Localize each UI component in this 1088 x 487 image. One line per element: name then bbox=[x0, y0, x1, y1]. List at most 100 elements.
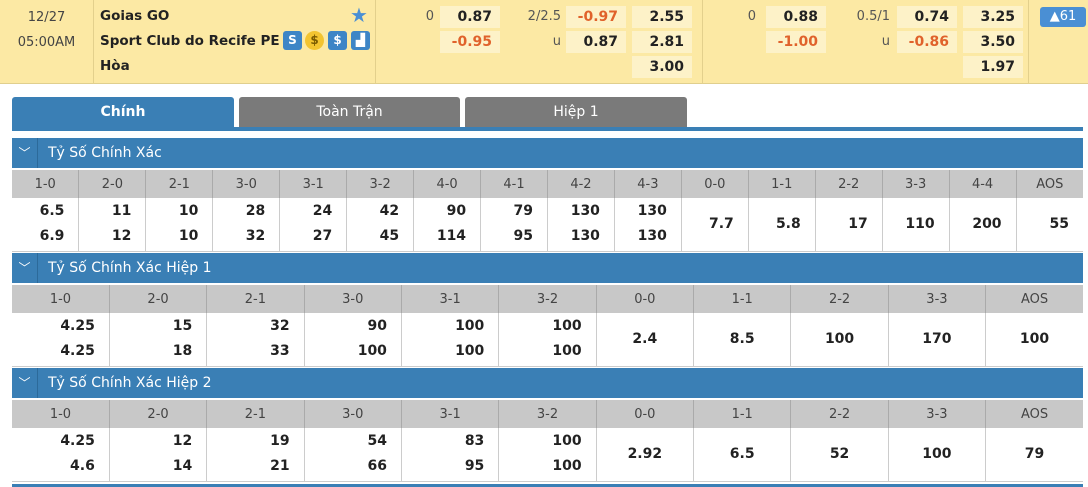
chevron-down-icon[interactable]: ﹀ bbox=[12, 138, 38, 168]
away-odds[interactable]: 12 bbox=[111, 228, 132, 245]
home-team[interactable]: Goias GO bbox=[100, 8, 170, 24]
odds-value[interactable]: -0.86 bbox=[897, 31, 957, 53]
odds-value[interactable]: -1.00 bbox=[766, 31, 826, 53]
score-odds-cell[interactable]: 19 21 bbox=[206, 428, 305, 482]
score-odds-cell[interactable]: 42 45 bbox=[346, 198, 414, 252]
away-odds[interactable]: 27 bbox=[312, 228, 333, 245]
home-odds[interactable]: 12 bbox=[172, 433, 193, 450]
away-odds[interactable]: 100 bbox=[357, 343, 387, 360]
odds-value[interactable]: 2.55 bbox=[632, 6, 692, 28]
home-odds[interactable]: 19 bbox=[270, 433, 290, 450]
score-odds-cell[interactable]: 100 100 bbox=[498, 313, 597, 367]
more-markets-badge[interactable]: ▲61 bbox=[1040, 7, 1086, 27]
home-odds[interactable]: 130 bbox=[570, 203, 600, 220]
home-odds[interactable]: 130 bbox=[637, 203, 667, 220]
home-odds[interactable]: 100 bbox=[455, 318, 485, 335]
home-odds[interactable]: 32 bbox=[270, 318, 290, 335]
odds-value[interactable]: 0.74 bbox=[897, 6, 957, 28]
section-header[interactable]: ﹀ Tỷ Số Chính Xác bbox=[12, 138, 1083, 168]
away-odds[interactable]: 4.6 bbox=[70, 458, 95, 475]
score-odds-cell[interactable]: 83 95 bbox=[400, 428, 499, 482]
away-odds[interactable]: 130 bbox=[637, 228, 667, 245]
score-odds-cell[interactable]: 4.25 4.6 bbox=[12, 428, 110, 482]
draw-odds-cell[interactable]: 7.7 bbox=[680, 198, 749, 252]
score-odds-cell[interactable]: 11 12 bbox=[78, 198, 146, 252]
score-odds-cell[interactable]: 54 66 bbox=[303, 428, 402, 482]
odds-value[interactable]: 3.50 bbox=[963, 31, 1023, 53]
score-odds-cell[interactable]: 32 33 bbox=[206, 313, 305, 367]
score-odds-cell[interactable]: 6.5 6.9 bbox=[12, 198, 79, 252]
score-odds-cell[interactable]: 90 100 bbox=[303, 313, 402, 367]
home-odds[interactable]: 90 bbox=[446, 203, 467, 220]
odds-value[interactable]: 2.81 bbox=[632, 31, 692, 53]
away-odds[interactable]: 66 bbox=[367, 458, 387, 475]
score-odds-cell[interactable]: 100 100 bbox=[400, 313, 499, 367]
score-odds-cell[interactable]: 79 95 bbox=[480, 198, 548, 252]
home-odds[interactable]: 28 bbox=[245, 203, 266, 220]
home-odds[interactable]: 10 bbox=[178, 203, 199, 220]
away-odds[interactable]: 130 bbox=[570, 228, 600, 245]
tab-full-match[interactable]: Toàn Trận bbox=[239, 97, 460, 127]
tab-first-half[interactable]: Hiệp 1 bbox=[465, 97, 687, 127]
odds-value[interactable]: -0.95 bbox=[440, 31, 500, 53]
favorite-star-icon[interactable]: ★ bbox=[350, 3, 368, 27]
home-odds[interactable]: 15 bbox=[172, 318, 193, 335]
draw-odds-cell[interactable]: 100 bbox=[790, 313, 889, 367]
score-odds-cell[interactable]: 10 10 bbox=[145, 198, 213, 252]
tab-main[interactable]: Chính bbox=[12, 97, 234, 127]
odds-value[interactable]: 3.25 bbox=[963, 6, 1023, 28]
draw-odds-cell[interactable]: 79 bbox=[985, 428, 1083, 482]
away-odds[interactable]: 14 bbox=[172, 458, 193, 475]
home-odds[interactable]: 100 bbox=[552, 318, 582, 335]
score-odds-cell[interactable]: 4.25 4.25 bbox=[12, 313, 110, 367]
section-header[interactable]: ﹀ Tỷ Số Chính Xác Hiệp 2 bbox=[12, 368, 1083, 398]
score-odds-cell[interactable]: 130 130 bbox=[547, 198, 615, 252]
odds-value[interactable]: 1.97 bbox=[963, 56, 1023, 78]
home-odds[interactable]: 79 bbox=[513, 203, 533, 220]
away-odds[interactable]: 95 bbox=[513, 228, 533, 245]
away-odds[interactable]: 100 bbox=[552, 343, 582, 360]
draw-odds-cell[interactable]: 100 bbox=[887, 428, 986, 482]
odds-value[interactable]: -0.97 bbox=[566, 6, 626, 28]
draw-odds-cell[interactable]: 110 bbox=[881, 198, 950, 252]
away-odds[interactable]: 45 bbox=[379, 228, 400, 245]
draw-odds-cell[interactable]: 5.8 bbox=[747, 198, 816, 252]
chevron-down-icon[interactable]: ﹀ bbox=[12, 368, 38, 398]
draw-odds-cell[interactable]: 6.5 bbox=[693, 428, 791, 482]
home-odds[interactable]: 100 bbox=[552, 433, 582, 450]
score-odds-cell[interactable]: 28 32 bbox=[212, 198, 280, 252]
stats-s-icon[interactable]: S bbox=[283, 31, 302, 50]
draw-odds-cell[interactable]: 8.5 bbox=[693, 313, 791, 367]
away-odds[interactable]: 21 bbox=[270, 458, 290, 475]
home-odds[interactable]: 11 bbox=[111, 203, 132, 220]
coin-icon[interactable]: $ bbox=[305, 31, 324, 50]
draw-odds-cell[interactable]: 17 bbox=[814, 198, 883, 252]
away-odds[interactable]: 6.9 bbox=[39, 228, 65, 245]
home-odds[interactable]: 6.5 bbox=[39, 203, 65, 220]
away-odds[interactable]: 100 bbox=[455, 343, 485, 360]
section-header[interactable]: ﹀ Tỷ Số Chính Xác Hiệp 1 bbox=[12, 253, 1083, 283]
home-odds[interactable]: 24 bbox=[312, 203, 333, 220]
away-odds[interactable]: 10 bbox=[178, 228, 199, 245]
away-odds[interactable]: 33 bbox=[270, 343, 290, 360]
home-odds[interactable]: 4.25 bbox=[60, 433, 95, 450]
away-odds[interactable]: 4.25 bbox=[60, 343, 95, 360]
away-odds[interactable]: 100 bbox=[552, 458, 582, 475]
draw-odds-cell[interactable]: 55 bbox=[1015, 198, 1083, 252]
draw-odds-cell[interactable]: 52 bbox=[790, 428, 889, 482]
score-odds-cell[interactable]: 100 100 bbox=[498, 428, 597, 482]
draw-odds-cell[interactable]: 170 bbox=[887, 313, 986, 367]
score-odds-cell[interactable]: 15 18 bbox=[108, 313, 207, 367]
bar-chart-icon[interactable]: ▟ bbox=[351, 31, 370, 50]
score-odds-cell[interactable]: 130 130 bbox=[613, 198, 682, 252]
score-odds-cell[interactable]: 24 27 bbox=[279, 198, 347, 252]
away-odds[interactable]: 18 bbox=[172, 343, 193, 360]
draw-odds-cell[interactable]: 200 bbox=[948, 198, 1017, 252]
away-odds[interactable]: 114 bbox=[436, 228, 467, 245]
odds-value[interactable]: 0.87 bbox=[566, 31, 626, 53]
away-team[interactable]: Sport Club do Recife PE bbox=[100, 33, 280, 49]
odds-value[interactable]: 3.00 bbox=[632, 56, 692, 78]
odds-value[interactable]: 0.88 bbox=[766, 6, 826, 28]
away-odds[interactable]: 95 bbox=[464, 458, 485, 475]
home-odds[interactable]: 4.25 bbox=[60, 318, 95, 335]
